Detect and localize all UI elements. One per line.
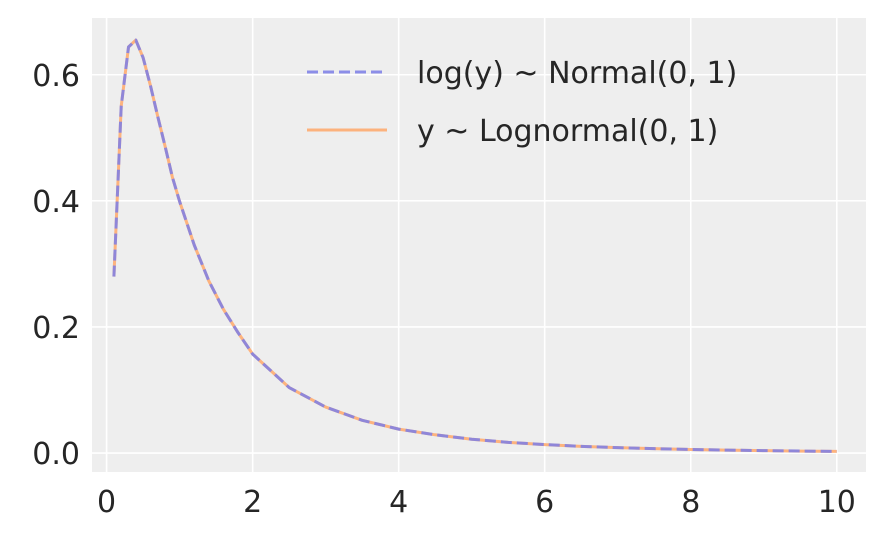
x-tick-label: 2 bbox=[243, 485, 262, 520]
y-tick-label: 0.4 bbox=[32, 185, 80, 220]
x-tick-label: 0 bbox=[97, 485, 116, 520]
y-tick-label: 0.0 bbox=[32, 437, 80, 472]
legend-label: log(y) ~ Normal(0, 1) bbox=[417, 56, 737, 91]
x-tick-label: 4 bbox=[389, 485, 408, 520]
y-tick-label: 0.6 bbox=[32, 59, 80, 94]
legend: log(y) ~ Normal(0, 1) y ~ Lognormal(0, 1) bbox=[307, 56, 737, 149]
series-line-log-normal bbox=[112, 38, 837, 453]
series-lines bbox=[112, 38, 837, 453]
legend-label: y ~ Lognormal(0, 1) bbox=[417, 114, 718, 149]
tick-labels: 0 2 4 6 8 10 0.0 0.2 0.4 0.6 bbox=[32, 59, 856, 520]
x-tick-label: 6 bbox=[535, 485, 554, 520]
y-tick-label: 0.2 bbox=[32, 311, 80, 346]
plot-area bbox=[92, 18, 866, 472]
grid bbox=[92, 18, 866, 472]
x-tick-label: 8 bbox=[681, 485, 700, 520]
x-tick-label: 10 bbox=[818, 485, 856, 520]
